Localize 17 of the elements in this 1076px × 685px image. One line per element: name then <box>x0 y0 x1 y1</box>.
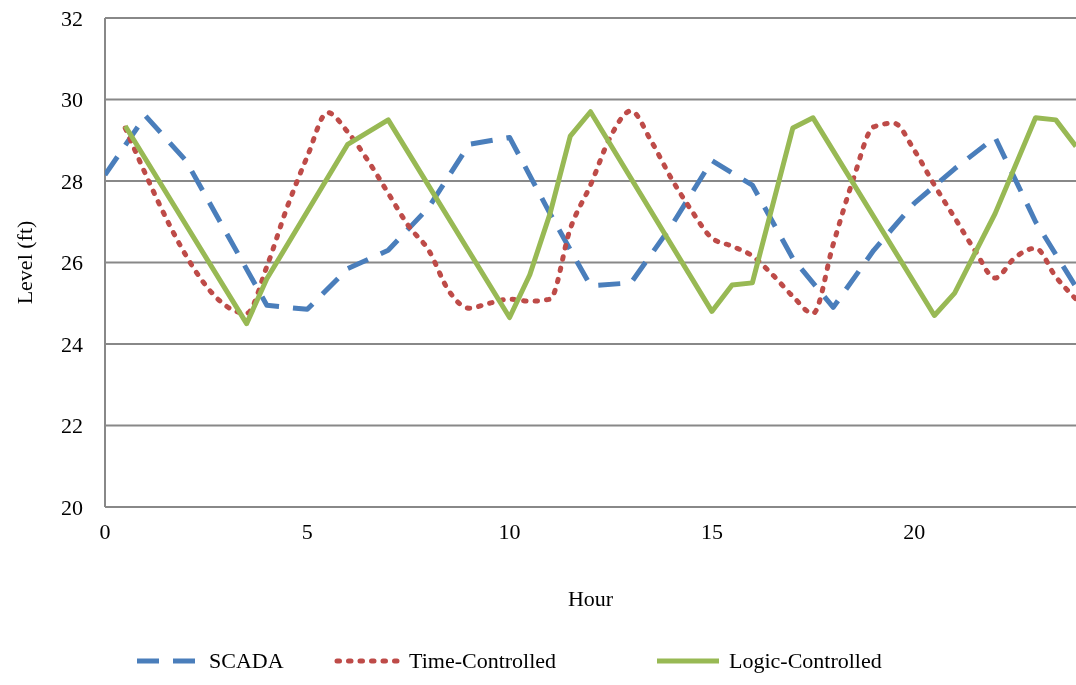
legend-label: Time-Controlled <box>409 648 557 673</box>
y-tick-label: 22 <box>61 413 83 439</box>
y-tick-label: 20 <box>61 494 83 520</box>
x-tick-label: 5 <box>301 519 313 544</box>
x-tick-label: 0 <box>99 519 111 544</box>
x-axis-title: Hour <box>567 586 614 611</box>
x-tick-label: 20 <box>903 519 926 544</box>
y-axis-title: Level (ft) <box>12 220 37 305</box>
y-tick-label: 28 <box>61 168 83 194</box>
y-tick-label: 30 <box>61 87 83 113</box>
y-tick-label: 32 <box>61 5 83 31</box>
y-tick-label: 24 <box>61 331 83 357</box>
legend-label: SCADA <box>209 648 284 673</box>
x-tick-label: 10 <box>498 519 521 544</box>
y-tick-label: 26 <box>61 250 83 276</box>
x-tick-label: 15 <box>700 519 723 544</box>
legend-label: Logic-Controlled <box>729 648 882 673</box>
